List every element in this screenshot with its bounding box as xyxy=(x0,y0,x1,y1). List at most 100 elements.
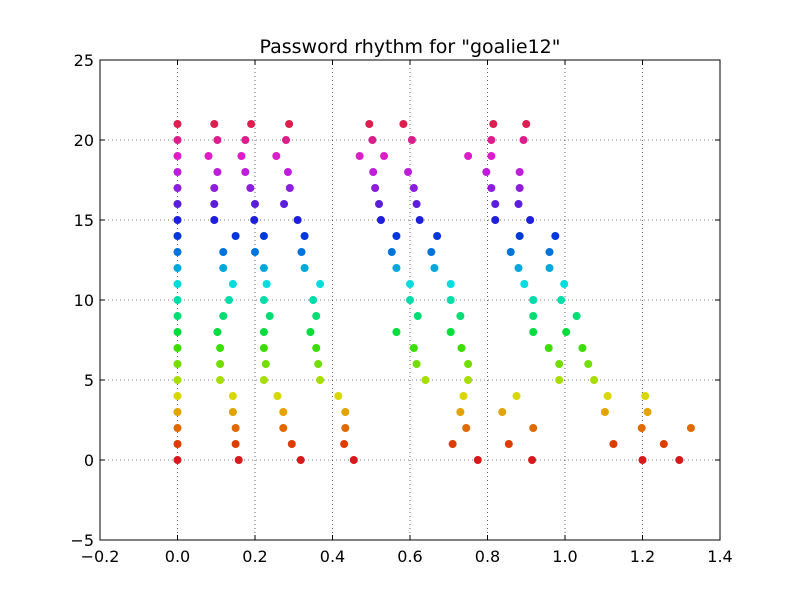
y-tick-label: 0 xyxy=(84,451,94,470)
data-point xyxy=(489,120,498,128)
data-point xyxy=(251,248,259,256)
data-point xyxy=(512,392,521,400)
data-point xyxy=(487,184,496,192)
data-point xyxy=(544,344,553,352)
data-point xyxy=(638,456,647,464)
data-point xyxy=(173,328,182,336)
data-point xyxy=(231,424,240,432)
data-point xyxy=(637,424,646,432)
data-point xyxy=(251,200,259,208)
data-point xyxy=(482,168,491,176)
data-point xyxy=(234,456,243,464)
data-point xyxy=(412,200,421,208)
data-point xyxy=(560,280,569,288)
data-point xyxy=(173,120,182,128)
data-point xyxy=(316,376,325,384)
data-point xyxy=(519,136,528,144)
data-point xyxy=(529,424,538,432)
data-point xyxy=(365,120,374,128)
x-tick-label: 0.8 xyxy=(475,547,500,566)
data-point xyxy=(578,344,587,352)
data-point xyxy=(280,200,289,208)
data-point xyxy=(259,232,268,240)
data-point xyxy=(609,440,618,448)
data-point xyxy=(231,440,240,448)
data-point xyxy=(446,296,455,304)
data-point xyxy=(526,216,535,224)
data-point xyxy=(459,392,468,400)
x-tick-label: 1.4 xyxy=(707,547,732,566)
data-point xyxy=(448,440,457,448)
data-point xyxy=(173,360,182,368)
data-point xyxy=(204,152,213,160)
data-point xyxy=(457,344,466,352)
data-point xyxy=(600,408,609,416)
x-tick-label: 0.0 xyxy=(165,547,190,566)
data-point xyxy=(287,440,296,448)
data-point xyxy=(216,376,225,384)
data-point xyxy=(225,296,234,304)
data-point xyxy=(355,152,364,160)
data-point xyxy=(341,408,350,416)
data-point xyxy=(446,328,455,336)
data-point xyxy=(173,424,182,432)
data-point xyxy=(409,184,418,192)
data-point xyxy=(487,152,496,160)
data-point xyxy=(285,184,294,192)
data-point xyxy=(293,216,302,224)
data-point xyxy=(173,280,182,288)
data-point xyxy=(228,392,237,400)
data-point xyxy=(464,376,473,384)
data-point xyxy=(173,184,182,192)
data-point xyxy=(216,360,225,368)
x-tick-label: 0.6 xyxy=(397,547,422,566)
data-point xyxy=(173,152,182,160)
data-point xyxy=(341,424,350,432)
data-point xyxy=(412,360,421,368)
data-point xyxy=(572,312,581,320)
data-point xyxy=(446,280,455,288)
data-point xyxy=(213,136,222,144)
data-point xyxy=(173,296,182,304)
y-tick-label: 5 xyxy=(84,371,94,390)
data-point xyxy=(520,280,529,288)
data-point xyxy=(297,248,306,256)
data-point xyxy=(213,328,222,336)
axis-ticks xyxy=(99,59,721,541)
data-point xyxy=(464,152,473,160)
data-point xyxy=(296,456,305,464)
data-point xyxy=(529,328,538,336)
data-point xyxy=(545,248,554,256)
data-point xyxy=(392,328,401,336)
data-point xyxy=(551,232,560,240)
data-point xyxy=(464,360,473,368)
y-tick-labels: −5 0 5 10 15 20 25 xyxy=(70,51,94,550)
data-point xyxy=(643,408,652,416)
data-point xyxy=(515,232,524,240)
data-point xyxy=(406,280,414,288)
data-point xyxy=(173,376,182,384)
data-point xyxy=(314,360,323,368)
x-tick-label: −0.2 xyxy=(81,547,120,566)
data-point xyxy=(545,264,554,272)
x-tick-label: 1.2 xyxy=(630,547,655,566)
data-point xyxy=(334,392,343,400)
data-point xyxy=(250,216,259,224)
data-point xyxy=(173,136,182,144)
data-point xyxy=(312,312,321,320)
x-tick-labels: −0.2 0.0 0.2 0.4 0.6 0.8 1.0 1.2 1.4 xyxy=(81,547,733,566)
y-tick-label: 20 xyxy=(74,131,94,150)
data-point xyxy=(407,136,416,144)
data-point xyxy=(273,392,282,400)
data-point xyxy=(473,456,482,464)
data-point xyxy=(380,152,389,160)
x-tick-label: 1.0 xyxy=(552,547,577,566)
data-point xyxy=(219,264,228,272)
data-point xyxy=(392,264,401,272)
data-point xyxy=(283,168,292,176)
data-point xyxy=(515,168,524,176)
data-points xyxy=(173,120,695,464)
data-point xyxy=(515,184,524,192)
data-point xyxy=(413,312,422,320)
